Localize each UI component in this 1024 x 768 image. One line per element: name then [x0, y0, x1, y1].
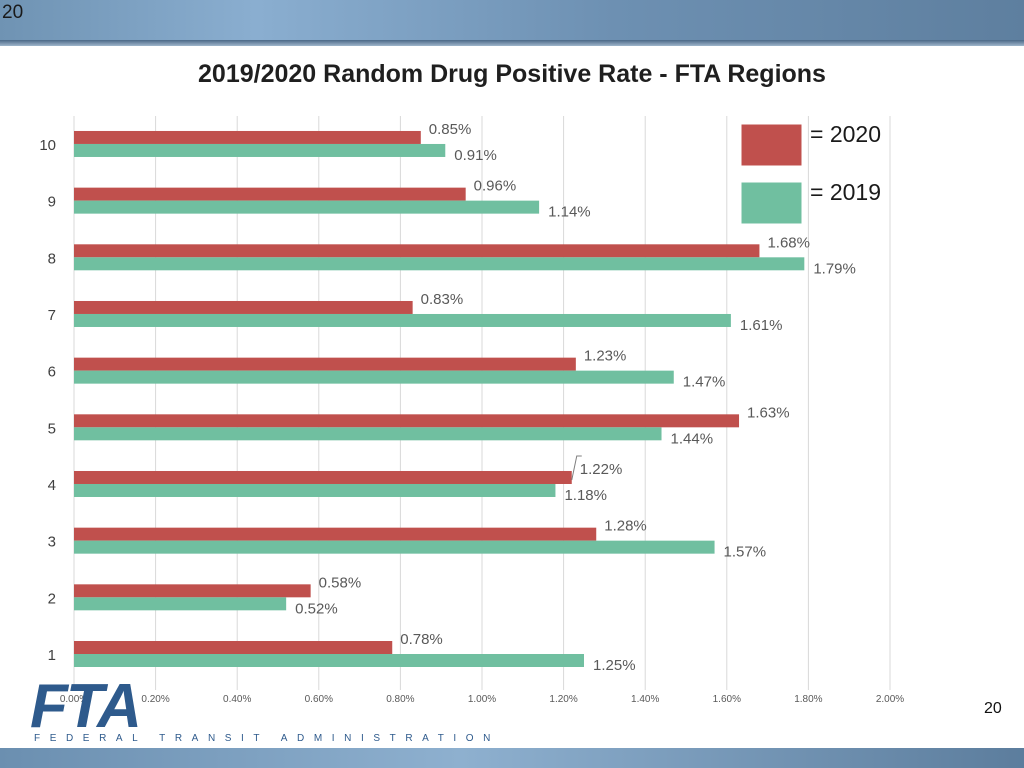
bar-2020-region-1 [74, 641, 393, 654]
category-label: 8 [48, 250, 56, 267]
bar-2019-region-10 [74, 143, 446, 157]
top-banner-rule [0, 40, 1024, 46]
leader-line [571, 455, 582, 481]
category-label: 9 [48, 194, 56, 211]
bar-2019-region-9 [74, 200, 540, 214]
data-label: 1.47% [683, 374, 726, 391]
x-tick-label: 1.60% [713, 694, 741, 705]
x-tick-label: 0.60% [305, 694, 333, 705]
data-label: 1.79% [813, 260, 856, 277]
category-label: 5 [48, 420, 56, 437]
data-label: 1.23% [584, 348, 627, 365]
bar-2020-region-2 [74, 584, 311, 598]
legend-label-2020: = 2020 [810, 121, 881, 147]
category-label: 6 [48, 364, 56, 381]
data-label: 0.78% [400, 631, 443, 648]
bar-2020-region-3 [74, 527, 597, 541]
category-label: 1 [48, 647, 56, 664]
data-label: 0.58% [319, 574, 362, 591]
bar-2019-region-8 [74, 257, 805, 271]
data-label: 0.52% [295, 600, 338, 617]
data-label: 1.68% [767, 234, 810, 251]
x-tick-label: 1.00% [468, 694, 496, 705]
data-label: 1.57% [724, 544, 767, 561]
bar-2019-region-6 [74, 370, 674, 384]
bar-2020-region-9 [74, 187, 466, 201]
top-banner [0, 0, 1024, 40]
bar-2020-region-10 [74, 130, 421, 144]
x-tick-label: 1.80% [794, 694, 822, 705]
bar-2020-region-8 [74, 244, 760, 258]
x-tick-label: 2.00% [876, 694, 904, 705]
slide-number-bottom: 20 [984, 700, 1002, 717]
bar-2020-region-6 [74, 357, 576, 371]
bar-2019-region-5 [74, 427, 662, 441]
data-label: 1.18% [564, 487, 607, 504]
bar-2020-region-4 [74, 470, 572, 484]
data-label: 0.96% [474, 178, 517, 195]
category-label: 10 [39, 137, 56, 154]
category-label: 4 [48, 477, 56, 494]
x-tick-label: 0.20% [141, 694, 169, 705]
data-label: 1.61% [740, 317, 783, 334]
bar-2019-region-1 [74, 654, 584, 667]
data-label: 1.22% [580, 461, 623, 478]
data-label: 1.14% [548, 204, 591, 221]
bar-2019-region-2 [74, 597, 287, 611]
bottom-banner [0, 748, 1024, 768]
x-tick-label: 1.20% [549, 694, 577, 705]
category-label: 3 [48, 534, 56, 551]
chart-title: 2019/2020 Random Drug Positive Rate - FT… [198, 60, 826, 88]
bar-2020-region-7 [74, 300, 413, 314]
data-label: 0.91% [454, 147, 497, 164]
agency-name: FEDERAL TRANSIT ADMINISTRATION [34, 733, 500, 744]
legend-swatch-2019 [740, 181, 803, 225]
bar-2020-region-5 [74, 414, 740, 428]
x-tick-label: 1.40% [631, 694, 659, 705]
bar-2019-region-3 [74, 540, 715, 554]
fta-logo: FTA [30, 672, 142, 741]
data-label: 0.85% [429, 121, 472, 138]
legend-swatch-2020 [740, 123, 803, 167]
category-label: 7 [48, 307, 56, 324]
data-label: 1.44% [671, 430, 714, 447]
bar-2019-region-4 [74, 483, 556, 497]
x-tick-label: 0.80% [386, 694, 414, 705]
x-tick-label: 0.40% [223, 694, 251, 705]
category-label: 2 [48, 590, 56, 607]
bar-2019-region-7 [74, 313, 731, 327]
x-tick-label: 0.00% [60, 694, 88, 705]
data-label: 1.28% [604, 518, 647, 535]
data-label: 1.63% [747, 404, 790, 421]
data-label: 0.83% [421, 291, 464, 308]
legend-label-2019: = 2019 [810, 179, 881, 205]
data-label: 1.25% [593, 657, 636, 674]
slide-number-top: 20 [2, 2, 24, 23]
